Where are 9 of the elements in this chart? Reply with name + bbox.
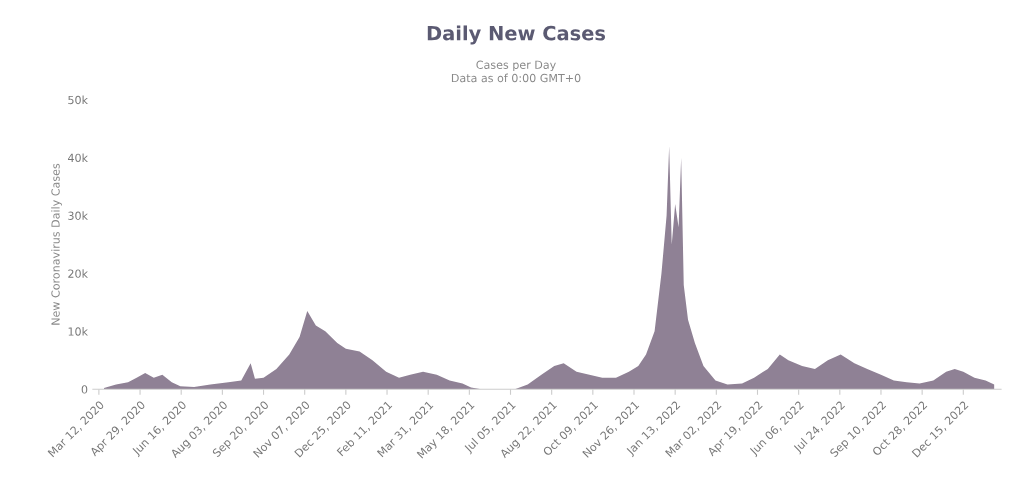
y-tick-label: 50k [68, 95, 88, 105]
y-tick-label: 0 [81, 385, 88, 394]
y-axis-title: New Coronavirus Daily Cases [51, 163, 62, 325]
y-tick-label: 40k [67, 153, 88, 163]
y-tick-label: 30k [68, 211, 88, 220]
y-tick-label: 20k [68, 269, 88, 278]
chart-subtitle: Cases per Day Data as of 0:00 GMT+0 [451, 60, 581, 83]
y-tick-label: 10k [68, 327, 88, 336]
chart-title: Daily New Cases [427, 25, 606, 45]
